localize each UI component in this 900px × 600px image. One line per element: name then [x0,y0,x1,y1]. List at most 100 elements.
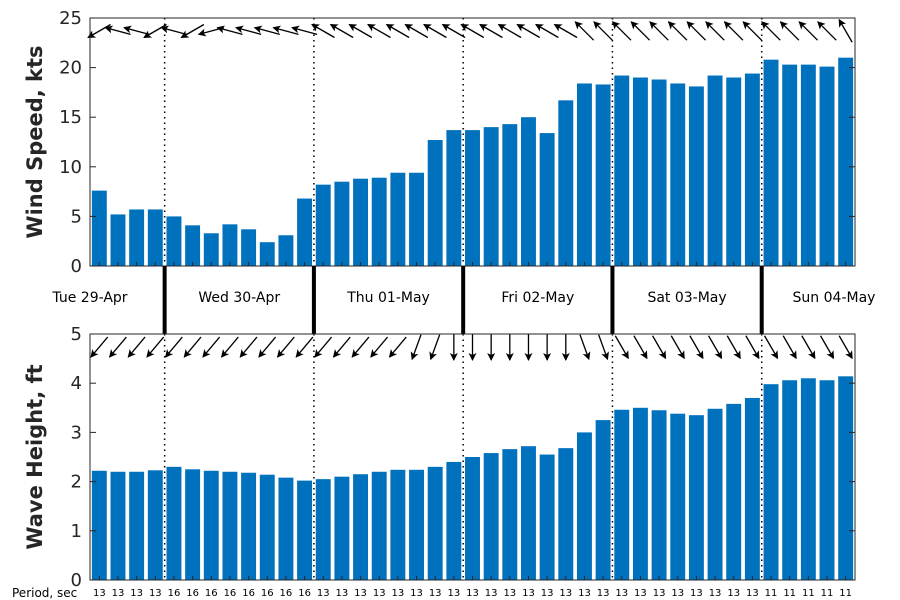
y-tick-label: 10 [59,157,82,178]
bar [166,216,182,266]
bar [614,409,630,580]
period-value: 16 [224,588,237,599]
day-label: Fri 02-May [501,290,574,306]
period-value: 13 [429,588,442,599]
y-tick-label: 25 [59,8,82,29]
bar [166,466,182,580]
day-label: Tue 29-Apr [51,290,127,306]
direction-arrow [180,23,205,39]
direction-arrow [108,336,127,358]
period-value: 11 [765,588,778,599]
period-value: 11 [839,588,852,599]
bar [838,376,854,580]
bar [427,466,443,580]
bar [688,86,704,266]
bar [315,184,331,266]
direction-arrow [183,336,202,358]
bar [446,130,462,266]
bar [670,83,686,266]
bar [502,449,518,580]
direction-arrow [295,336,314,358]
bar [334,476,350,580]
period-value: 16 [298,588,311,599]
direction-arrow [723,21,744,41]
direction-arrow [630,21,651,41]
bar [129,209,145,266]
day-label: Wed 30-Apr [198,290,280,306]
period-value: 13 [447,588,460,599]
direction-arrow [726,335,741,360]
direction-arrow [164,336,183,358]
period-row: Period, sec 13 13 13 13 16 16 16 16 16 16 16 16 13 13 1… [12,586,852,600]
bar [483,453,499,580]
direction-arrow [276,336,295,358]
period-value: 13 [578,588,591,599]
direction-arrow [258,336,277,358]
period-value: 13 [615,588,628,599]
bar [558,448,574,580]
bar [185,469,201,580]
bar [390,469,406,580]
bar [763,59,779,266]
bar [521,117,536,266]
direction-arrow [87,23,111,39]
direction-arrow [652,335,667,360]
bar [483,127,499,267]
direction-arrow [460,23,485,39]
direction-arrow [388,336,407,358]
direction-arrow [798,21,819,41]
direction-arrow [311,23,335,39]
direction-arrow [761,21,781,41]
bar [110,471,126,580]
bar [819,66,835,266]
bar [203,470,219,580]
period-value: 13 [541,588,554,599]
direction-arrow [314,336,333,358]
period-value: 13 [597,588,610,599]
y-tick-label: 1 [71,521,82,542]
y-tick-label: 2 [71,472,82,493]
bar [782,64,798,267]
period-value: 11 [802,588,815,599]
period-value: 13 [391,588,404,599]
direction-arrow [202,336,221,358]
y-tick-label: 3 [71,422,82,443]
bar [726,403,742,580]
bar [222,224,238,266]
direction-arrow [667,21,688,41]
direction-arrow [429,334,441,361]
bar [651,79,667,266]
bar [707,408,723,580]
direction-arrow [329,23,354,39]
period-value: 13 [149,588,162,599]
period-value: 16 [168,588,181,599]
period-value: 16 [205,588,218,599]
bar [558,100,574,266]
period-value: 13 [410,588,423,599]
direction-arrow [742,21,763,41]
bar [353,178,369,266]
period-value: 13 [93,588,106,599]
period-value: 11 [783,588,796,599]
bar [278,477,294,580]
period-value: 13 [466,588,479,599]
direction-arrow [838,335,853,360]
bar [819,380,835,580]
bar [129,471,145,580]
bar [390,172,406,266]
bar [651,410,667,580]
bar [632,77,648,267]
bar [110,214,126,266]
direction-arrow [614,335,629,360]
direction-arrow [763,335,779,360]
bar [465,457,480,580]
period-value: 13 [112,588,125,599]
bar [241,472,257,580]
y-axis-label: Wind Speed, kts [23,45,47,238]
bar [576,83,592,266]
bar [838,57,854,267]
bar [744,397,760,580]
direction-arrow [348,23,373,39]
day-label: Sat 03-May [647,290,726,306]
